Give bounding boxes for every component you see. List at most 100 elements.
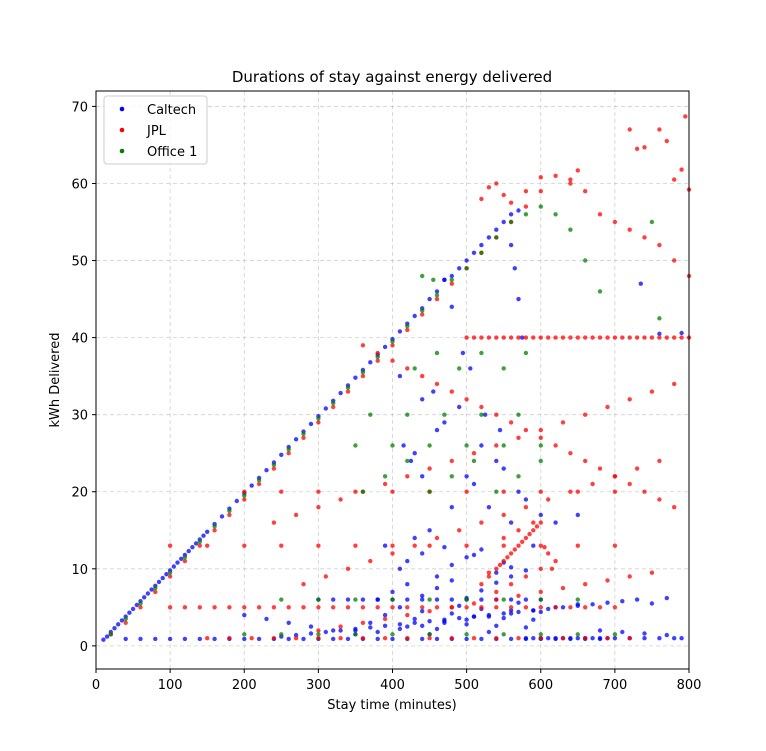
data-point xyxy=(471,335,477,340)
legend-label-caltech: Caltech xyxy=(147,103,196,118)
data-point xyxy=(501,219,506,225)
data-point xyxy=(431,389,436,394)
data-point xyxy=(390,358,395,363)
data-point xyxy=(512,547,517,552)
data-point xyxy=(501,611,506,616)
data-point xyxy=(479,335,484,340)
data-point xyxy=(368,412,373,417)
data-point xyxy=(538,632,543,637)
data-point xyxy=(316,597,321,602)
data-point xyxy=(353,375,358,380)
data-point xyxy=(271,520,277,525)
data-point xyxy=(568,227,573,232)
data-point xyxy=(508,219,514,225)
data-point xyxy=(553,520,558,525)
data-point xyxy=(434,293,440,298)
data-point xyxy=(234,498,239,504)
data-point xyxy=(179,556,184,561)
data-point xyxy=(412,313,417,319)
data-point xyxy=(508,574,514,579)
data-point xyxy=(457,404,462,410)
data-point xyxy=(501,366,506,371)
x-axis-ticks: 0 100 200 300 400 500 600 700 800 xyxy=(92,669,701,693)
data-point xyxy=(531,608,536,613)
data-point xyxy=(420,373,425,379)
data-point xyxy=(523,625,529,630)
data-point xyxy=(201,533,206,538)
data-point xyxy=(127,610,132,615)
data-point xyxy=(153,585,158,591)
data-point xyxy=(597,628,603,633)
data-point xyxy=(301,582,306,587)
data-point xyxy=(479,250,484,255)
data-point xyxy=(672,258,677,263)
data-point xyxy=(420,551,425,556)
data-point xyxy=(575,602,580,607)
data-point xyxy=(497,427,503,433)
data-point xyxy=(553,605,558,610)
data-point xyxy=(449,474,454,479)
data-point xyxy=(538,512,543,518)
data-point xyxy=(449,281,454,286)
data-point xyxy=(353,543,358,548)
data-point xyxy=(134,602,139,608)
data-point xyxy=(583,412,588,417)
data-point xyxy=(516,609,521,615)
data-point xyxy=(431,277,436,282)
data-point xyxy=(583,189,588,194)
data-point xyxy=(205,543,210,548)
data-point xyxy=(553,558,558,564)
data-point xyxy=(271,462,277,467)
data-point xyxy=(171,564,176,569)
data-point xyxy=(538,189,543,194)
data-point xyxy=(627,397,632,402)
data-point xyxy=(575,489,580,494)
data-point xyxy=(286,636,291,642)
data-point xyxy=(182,558,188,564)
data-point xyxy=(657,331,662,336)
data-point xyxy=(471,451,477,456)
x-tick-label: 400 xyxy=(380,678,405,693)
data-point xyxy=(508,212,514,217)
data-points xyxy=(101,114,692,642)
data-point xyxy=(520,335,525,340)
data-point xyxy=(242,497,247,502)
data-point xyxy=(427,489,432,494)
data-point xyxy=(449,611,454,616)
grid-lines xyxy=(95,91,690,669)
data-point xyxy=(182,636,188,642)
legend-label-office-1: Office 1 xyxy=(147,145,197,160)
data-point xyxy=(464,597,469,602)
data-point xyxy=(338,636,343,641)
data-point xyxy=(112,626,117,631)
data-point xyxy=(553,443,558,448)
data-point xyxy=(508,335,514,340)
legend-marker-jpl xyxy=(119,127,125,133)
data-point xyxy=(434,535,440,541)
data-point xyxy=(167,543,173,548)
data-point xyxy=(457,266,462,271)
data-point xyxy=(390,632,395,637)
data-point xyxy=(523,636,529,642)
data-point xyxy=(501,543,506,548)
data-point xyxy=(186,548,191,554)
data-point xyxy=(560,585,566,591)
data-point xyxy=(479,582,484,587)
data-point xyxy=(501,512,506,518)
data-point xyxy=(560,335,566,340)
data-point xyxy=(508,551,514,556)
data-point xyxy=(293,437,299,442)
data-point xyxy=(538,597,543,602)
data-point xyxy=(523,335,529,340)
data-point xyxy=(390,543,395,548)
data-point xyxy=(464,258,469,263)
data-point xyxy=(442,545,447,550)
data-point xyxy=(486,614,492,619)
data-point xyxy=(119,618,125,623)
data-point xyxy=(534,524,540,529)
data-point xyxy=(338,628,343,633)
data-point xyxy=(301,431,306,437)
data-point xyxy=(553,636,558,642)
data-point xyxy=(405,327,410,333)
data-point xyxy=(193,541,199,546)
